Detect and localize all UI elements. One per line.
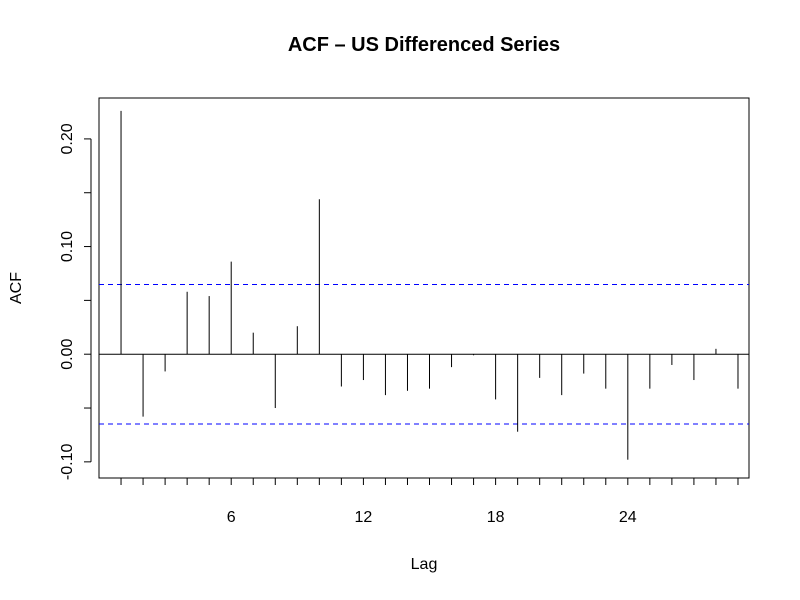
plot-frame	[98, 97, 750, 479]
x-axis-label: Lag	[411, 556, 438, 573]
chart-title: ACF – US Differenced Series	[288, 34, 560, 56]
x-tick-label-12: 12	[355, 509, 373, 526]
x-tick-label-6: 6	[227, 509, 236, 526]
y-tick-label-6: 0.20	[59, 123, 76, 154]
acf-bars	[120, 110, 739, 460]
y-axis-label: ACF	[8, 272, 25, 304]
y-tick-label-0: -0.10	[59, 444, 76, 481]
y-tick-label-2: 0.00	[59, 339, 76, 370]
x-axis: 6 12 18 24	[120, 478, 739, 526]
x-tick-label-18: 18	[487, 509, 505, 526]
x-tick-label-24: 24	[619, 509, 637, 526]
y-tick-label-4: 0.10	[59, 231, 76, 262]
confidence-bounds	[99, 283, 749, 425]
y-axis: -0.10 0.00 0.10 0.20	[59, 123, 92, 481]
